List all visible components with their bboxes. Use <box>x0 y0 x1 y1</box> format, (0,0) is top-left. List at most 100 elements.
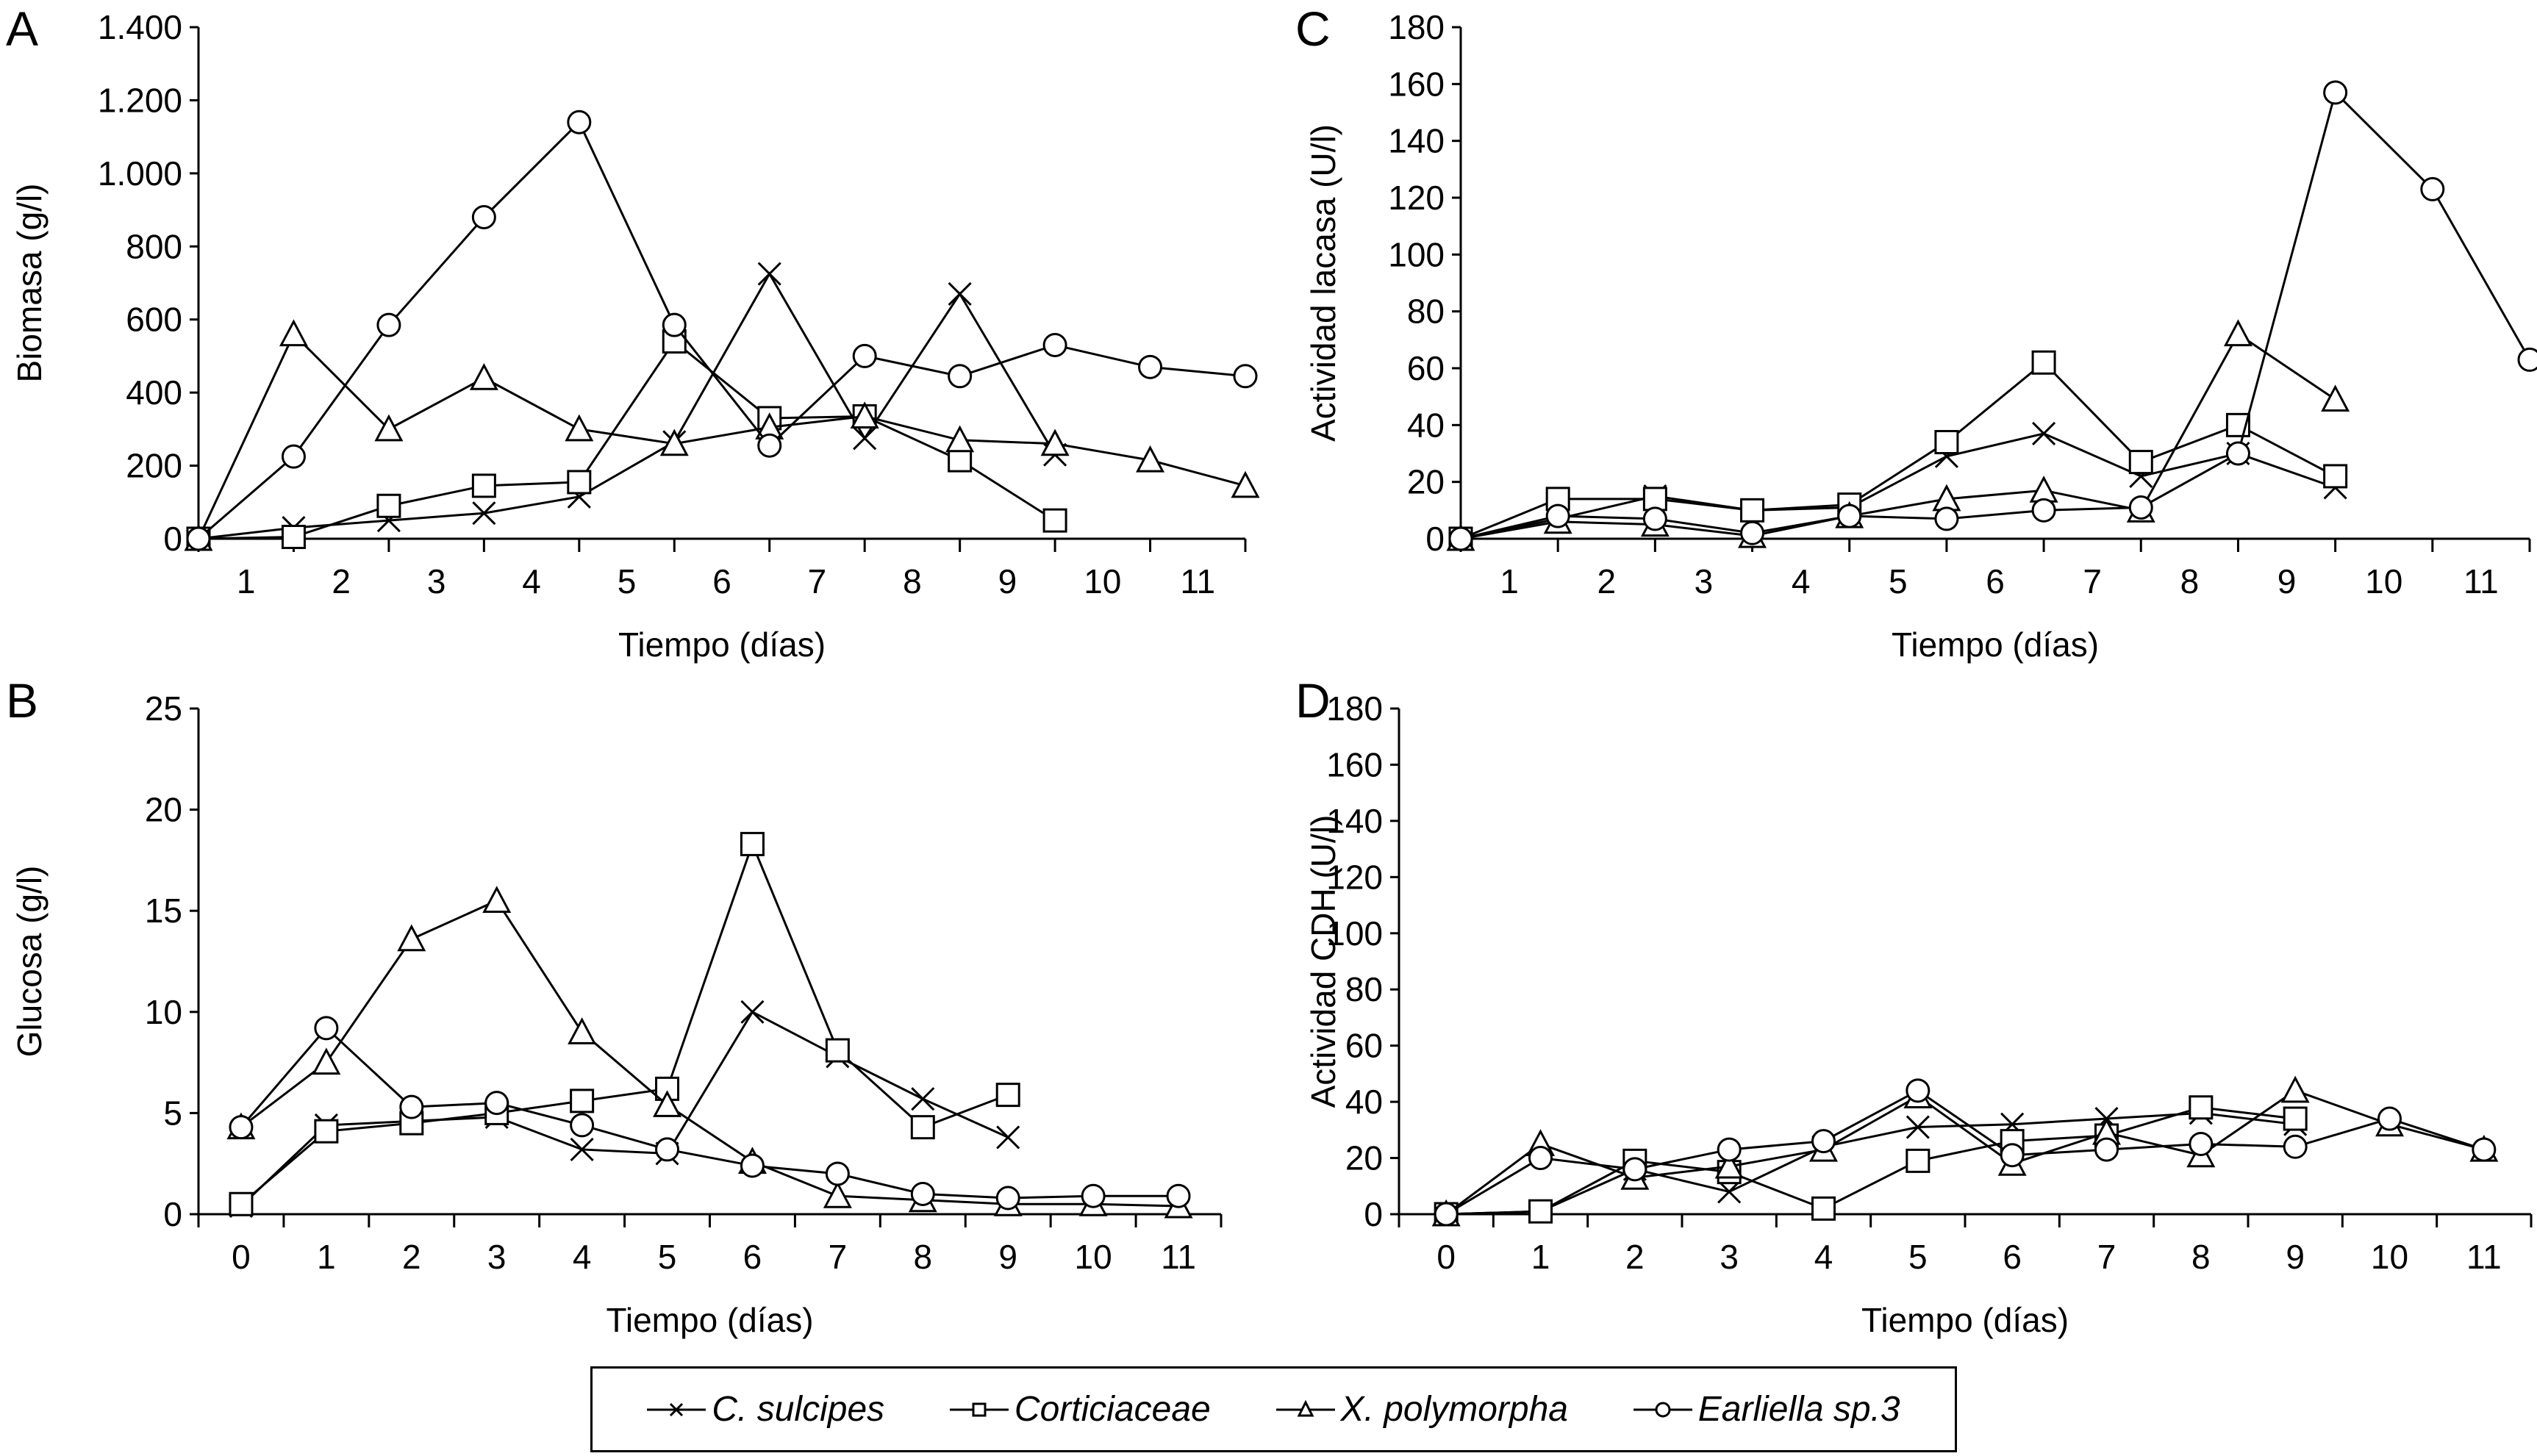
marker-square <box>1528 1199 1553 1224</box>
y-tick-label: 5 <box>163 1094 182 1132</box>
marker-x <box>740 1000 765 1024</box>
marker-circle <box>2283 1134 2308 1159</box>
x-tick-label: 4 <box>1792 562 1811 600</box>
marker-circle <box>655 1137 680 1162</box>
marker-circle <box>2225 441 2250 466</box>
marker-x <box>853 426 877 451</box>
legend-label: Earliella sp.3 <box>1697 1390 1900 1429</box>
x-tick-label: 4 <box>573 1238 592 1276</box>
marker-circle <box>471 205 496 230</box>
legend-label: C. sulcipes <box>712 1390 885 1429</box>
legend-label: X. polymorpha <box>1340 1390 1569 1429</box>
marker-square <box>2128 450 2153 475</box>
marker-circle <box>1622 1157 1647 1182</box>
y-tick-label: 80 <box>1407 293 1445 331</box>
x-tick-label: 8 <box>913 1238 932 1276</box>
series-circle <box>229 1016 1191 1211</box>
series-line <box>240 1010 1009 1208</box>
marker-circle <box>910 1181 935 1206</box>
x-tick-label: 8 <box>2191 1238 2211 1276</box>
marker-circle <box>570 1113 595 1138</box>
marker-square <box>471 473 496 498</box>
marker-circle <box>1434 1202 1459 1227</box>
marker-x <box>472 501 496 526</box>
x-tick-label: 4 <box>522 562 541 600</box>
marker-square <box>662 329 687 354</box>
marker-circle <box>2420 176 2445 201</box>
x-tick-label: 3 <box>427 562 446 600</box>
marker-circle <box>2517 347 2537 372</box>
series-line <box>240 1026 1179 1199</box>
marker-circle <box>567 110 592 135</box>
marker-circle <box>1081 1183 1106 1208</box>
marker-triangle <box>568 1017 597 1044</box>
y-tick-label: 0 <box>1425 520 1445 558</box>
x-tick-label: 0 <box>1436 1238 1456 1276</box>
marker-circle <box>995 1186 1020 1211</box>
marker-square <box>1906 1148 1931 1173</box>
x-tick-label: 11 <box>1180 562 1215 600</box>
x-tick-label: 11 <box>2463 562 2499 600</box>
x-axis-title: Tiempo (días) <box>1892 625 2099 664</box>
x-tick-label: 2 <box>402 1238 421 1276</box>
series-square <box>186 329 1067 551</box>
marker-circle <box>740 1153 765 1178</box>
marker-square <box>825 1038 850 1063</box>
panel-letter: B <box>6 673 38 728</box>
marker-triangle <box>2223 319 2252 347</box>
y-tick-label: 160 <box>1388 65 1445 103</box>
series-triangle <box>226 886 1193 1219</box>
y-tick-label: 0 <box>1364 1195 1383 1233</box>
x-axis-title: Tiempo (días) <box>606 1301 813 1339</box>
circle-marker-icon <box>1633 1402 1692 1417</box>
y-tick-label: 140 <box>1388 122 1445 160</box>
marker-circle <box>2031 498 2056 523</box>
y-tick-label: 20 <box>1407 463 1445 501</box>
marker-triangle <box>1136 445 1165 473</box>
marker-square <box>2189 1095 2214 1120</box>
y-tick-label: 20 <box>1345 1139 1383 1177</box>
y-axis-title: Actividad lacasa (U/l) <box>1304 124 1342 442</box>
y-tick-label: 200 <box>126 447 182 485</box>
marker-circle <box>2094 1137 2119 1162</box>
marker-triangle <box>565 414 594 442</box>
marker-circle <box>281 444 306 469</box>
marker-triangle <box>823 1181 852 1208</box>
marker-triangle <box>2321 384 2350 412</box>
marker-circle <box>1740 520 1765 545</box>
series-line <box>1445 1089 2485 1216</box>
series-circle <box>1434 1078 2497 1227</box>
series-x <box>186 262 1067 551</box>
marker-square <box>1042 508 1067 533</box>
marker-triangle <box>279 319 308 347</box>
y-tick-label: 60 <box>1345 1027 1383 1065</box>
x-tick-label: 10 <box>2371 1238 2408 1276</box>
marker-x <box>911 1087 935 1111</box>
marker-triangle <box>1040 428 1070 456</box>
y-tick-label: 40 <box>1407 406 1445 444</box>
marker-circle <box>314 1016 339 1041</box>
marker-square <box>2031 350 2056 375</box>
y-tick-label: 100 <box>1326 914 1383 953</box>
series-line <box>1460 332 2336 540</box>
series-line <box>1460 432 2336 540</box>
marker-circle <box>662 312 687 337</box>
series-circle <box>1448 80 2537 551</box>
x-tick-label: 7 <box>829 1238 848 1276</box>
marker-circle <box>2472 1137 2497 1162</box>
x-axis-title: Tiempo (días) <box>618 625 826 664</box>
marker-circle <box>1042 333 1067 358</box>
marker-circle <box>186 526 211 551</box>
legend-item-x-polymorpha: X. polymorpha <box>1275 1389 1569 1430</box>
x-tick-label: 0 <box>232 1238 251 1276</box>
marker-x <box>948 281 972 306</box>
y-tick-label: 25 <box>145 689 182 728</box>
series-line <box>240 899 1179 1208</box>
marker-circle <box>2189 1131 2214 1156</box>
x-marker-icon <box>647 1402 706 1416</box>
marker-square <box>314 1119 339 1144</box>
y-tick-label: 10 <box>145 993 182 1031</box>
series-triangle <box>184 319 1260 551</box>
marker-x <box>757 262 781 286</box>
x-tick-label: 6 <box>2003 1238 2022 1276</box>
